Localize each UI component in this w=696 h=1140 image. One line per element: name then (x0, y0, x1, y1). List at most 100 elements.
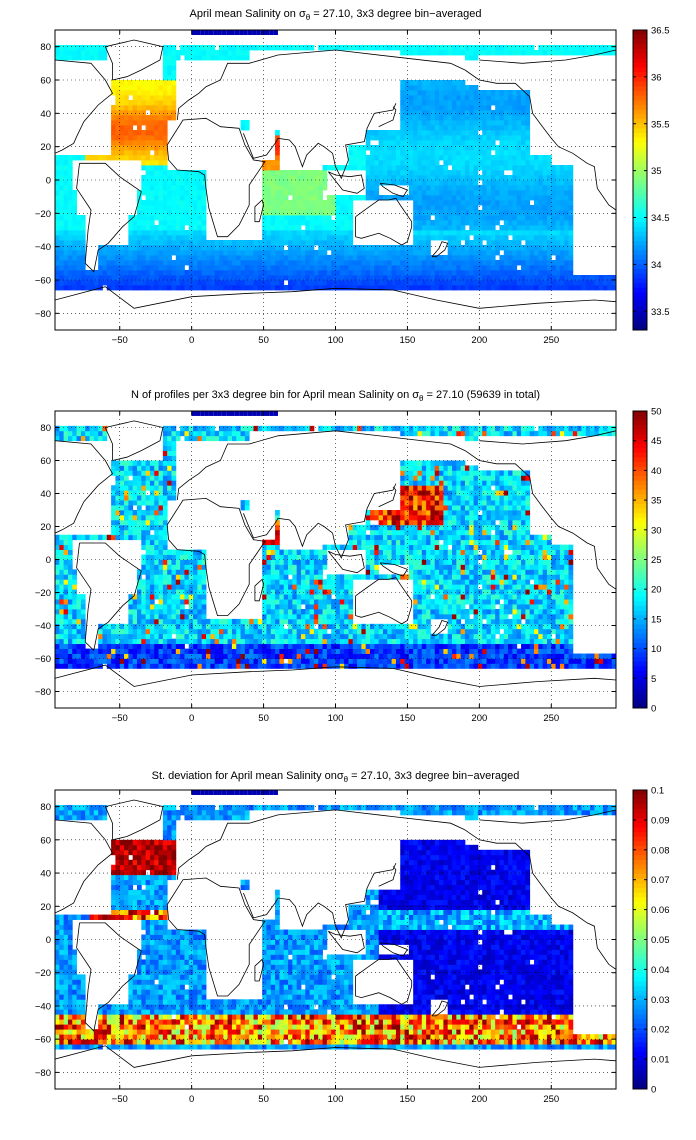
heatmap-cell (119, 480, 125, 486)
heatmap-cell (257, 653, 263, 659)
heatmap-cell (400, 255, 405, 261)
heatmap-cell (546, 205, 552, 211)
heatmap-cell (111, 110, 116, 116)
heatmap-cell (555, 240, 561, 246)
heatmap-cell (452, 50, 457, 56)
heatmap-cell (162, 125, 168, 131)
heatmap-cell (559, 220, 565, 226)
heatmap-cell (460, 100, 466, 106)
heatmap-cell (542, 160, 548, 166)
heatmap-cell (292, 225, 298, 231)
heatmap-cell (546, 225, 552, 231)
heatmap-cell (447, 140, 453, 146)
heatmap-cell (184, 200, 190, 206)
heatmap-cell (538, 280, 544, 286)
heatmap-cell (128, 150, 134, 156)
heatmap-cell (292, 180, 298, 186)
heatmap-cell (184, 623, 190, 630)
heatmap-cell (145, 564, 151, 570)
heatmap-cell (141, 145, 147, 151)
heatmap-cell (296, 638, 302, 645)
heatmap-cell (443, 155, 449, 161)
heatmap-cell (111, 653, 116, 659)
heatmap-cell (417, 155, 423, 161)
heatmap-cell (378, 250, 384, 256)
heatmap-cell (594, 280, 600, 286)
heatmap-cell (417, 240, 423, 246)
heatmap-cell (296, 425, 302, 432)
heatmap-cell (218, 663, 224, 669)
heatmap-cell (426, 100, 431, 106)
heatmap-cell (318, 195, 323, 201)
heatmap-cell (417, 140, 423, 146)
heatmap-cell (111, 534, 116, 541)
x-tick-label: 150 (399, 335, 415, 346)
heatmap-cell (76, 658, 82, 664)
heatmap-cell (175, 554, 181, 560)
heatmap-cell (430, 225, 436, 231)
heatmap-cell (270, 618, 276, 625)
heatmap-cell (292, 205, 298, 211)
heatmap-cell (430, 270, 436, 276)
heatmap-cell (456, 285, 462, 291)
heatmap-cell (214, 260, 220, 266)
heatmap-cell (309, 285, 315, 291)
heatmap-cell (145, 90, 151, 96)
heatmap-cell (171, 80, 177, 86)
heatmap-cell (318, 180, 323, 186)
heatmap-cell (67, 554, 73, 560)
heatmap-cell (270, 599, 276, 605)
heatmap-cell (253, 260, 259, 266)
heatmap-cell (275, 135, 280, 141)
heatmap-cell (67, 618, 73, 625)
heatmap-cell (136, 280, 142, 286)
heatmap-cell (464, 145, 470, 151)
heatmap-cell (275, 265, 280, 271)
heatmap-cell (499, 260, 505, 266)
heatmap-cell (171, 230, 177, 236)
heatmap-cell (443, 265, 449, 271)
heatmap-cell (128, 270, 134, 276)
heatmap-cell (119, 663, 125, 669)
heatmap-cell (180, 554, 185, 560)
heatmap-cell (67, 285, 73, 291)
heatmap-cell (201, 569, 207, 575)
heatmap-cell (318, 285, 323, 291)
heatmap-cell (344, 250, 349, 256)
heatmap-cell (188, 648, 194, 654)
heatmap-cell (262, 425, 267, 432)
heatmap-cell (270, 260, 276, 266)
heatmap-cell (158, 564, 164, 570)
heatmap-cell (292, 45, 298, 51)
heatmap-cell (193, 250, 198, 256)
heatmap-cell (434, 205, 440, 211)
heatmap-cell (426, 85, 431, 91)
heatmap-cell (59, 569, 65, 575)
heatmap-cell (141, 465, 147, 471)
heatmap-cell (344, 275, 349, 281)
heatmap-cell (111, 115, 116, 121)
heatmap-cell (292, 653, 298, 659)
heatmap-cell (162, 240, 168, 246)
heatmap-cell (197, 235, 203, 241)
heatmap-cell (124, 658, 129, 664)
heatmap-cell (158, 270, 164, 276)
heatmap-cell (80, 235, 86, 241)
heatmap-cell (188, 45, 194, 51)
heatmap-cell (188, 623, 194, 630)
heatmap-cell (331, 245, 336, 251)
heatmap-cell (210, 618, 216, 625)
heatmap-cell (521, 220, 526, 226)
heatmap-cell (111, 285, 116, 291)
heatmap-cell (141, 490, 147, 496)
heatmap-cell (167, 435, 172, 442)
heatmap-cell (218, 55, 224, 61)
heatmap-cell (115, 275, 121, 281)
heatmap-cell (193, 230, 198, 236)
heatmap-cell (214, 50, 220, 56)
heatmap-cell (175, 225, 181, 231)
heatmap-cell (253, 648, 259, 654)
heatmap-cell (598, 45, 604, 51)
heatmap-cell (473, 200, 479, 206)
heatmap-cell (460, 205, 466, 211)
